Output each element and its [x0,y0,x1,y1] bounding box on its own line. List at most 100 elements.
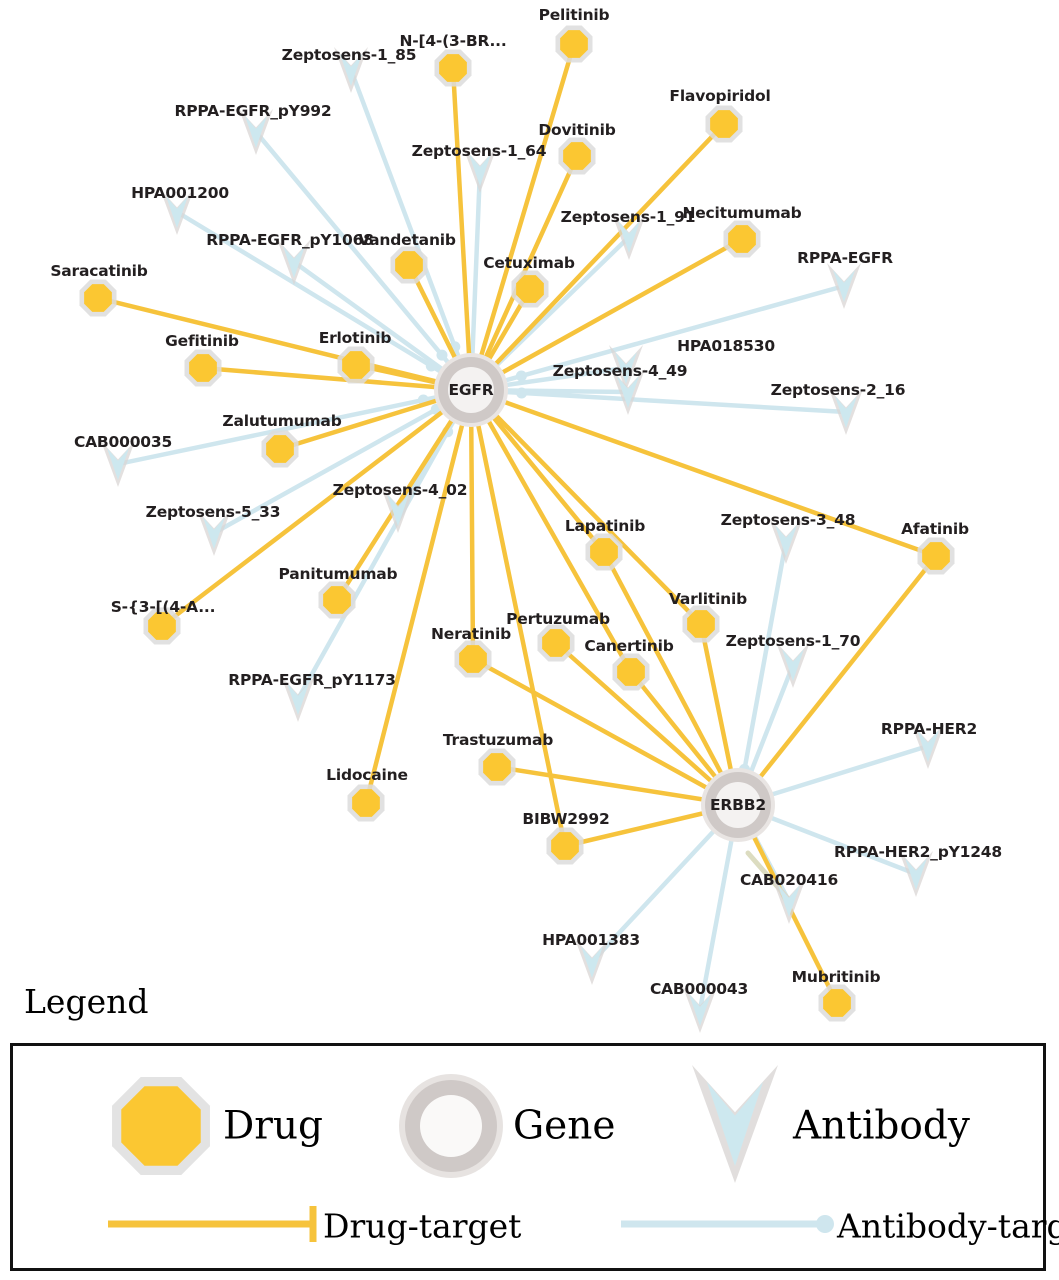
network-graph-canvas: Zeptosens-1_85 RPPA-EGFR_pY992 Zeptosens-1… [50,6,1002,1033]
drug-label: Pelitinib [538,6,610,24]
drug-label: Afatinib [901,520,969,538]
drug-label: N-[4-(3-BR... [399,32,507,50]
antibody-node[interactable] [775,525,797,557]
drug-node[interactable] [710,110,738,138]
antibody-node[interactable] [283,246,305,278]
edges-layer [95,41,939,1013]
antibody-nodes-layer [101,47,945,1033]
antibody-label: Zeptosens-5_33 [145,503,281,521]
drug-target-edge [468,387,476,662]
drug-node[interactable] [551,832,579,860]
antibody-node[interactable] [917,730,939,762]
drug-target-edge [468,387,939,559]
drug-target-edge [601,549,741,808]
drug-label: Canertinib [584,637,674,655]
drug-node[interactable] [84,284,112,312]
drug-label: Mubritinib [791,968,881,986]
antibody-node[interactable] [617,376,639,408]
antibody-node[interactable] [689,994,711,1026]
drug-target-edge [334,387,474,603]
gene-label-egfr: EGFR [448,381,494,399]
legend-title: Legend [24,982,149,1021]
drug-label: Dovitinib [538,121,616,139]
drug-node[interactable] [823,989,851,1017]
antibody-label: HPA018530 [677,337,775,355]
drug-label: Erlotinib [318,329,392,347]
antibody-node[interactable] [833,270,855,302]
antibody-node[interactable] [107,448,129,480]
antibody-node[interactable] [905,858,927,890]
antibody-node[interactable] [387,494,409,526]
drug-node[interactable] [560,30,588,58]
drug-node[interactable] [189,354,217,382]
drug-node[interactable] [617,658,645,686]
antibody-target-edge [468,283,847,393]
drug-node[interactable] [687,610,715,638]
drug-node[interactable] [352,789,380,817]
drug-label: Neratinib [431,625,511,643]
antibody-edge-endpoint [515,370,527,382]
drug-node[interactable] [395,251,423,279]
drug-node[interactable] [728,225,756,253]
antibody-target-edge [174,209,474,393]
legend-svg [108,1065,834,1242]
antibody-label: Zeptosens-1_85 [281,46,417,64]
drug-node[interactable] [148,612,176,640]
drug-node[interactable] [563,142,591,170]
legend-drug-target-label: Drug-target [323,1206,522,1246]
legend-drug-label: Drug [223,1103,323,1149]
drug-label: Saracatinib [50,262,148,280]
antibody-label: CAB000043 [649,980,749,998]
drug-node[interactable] [323,586,351,614]
drug-node[interactable] [459,645,487,673]
drug-label: Panitumumab [278,565,398,583]
drug-label: Necitumumab [682,204,802,222]
legend-antibody-label: Antibody [793,1103,970,1149]
antibody-node[interactable] [340,54,362,86]
drug-node[interactable] [516,275,544,303]
drug-node[interactable] [922,542,950,570]
drug-node[interactable] [542,629,570,657]
antibody-label: HPA001200 [131,184,229,202]
antibody-node[interactable] [835,396,857,428]
antibody-target-edge [253,129,474,393]
drug-target-edge [468,387,568,849]
antibody-node[interactable] [469,154,491,186]
drug-node[interactable] [342,351,370,379]
antibody-node[interactable] [287,683,309,715]
antibody-node[interactable] [778,885,800,917]
antibody-node[interactable] [166,196,188,228]
drug-target-edge [450,65,474,393]
antibody-target-edge [115,387,474,467]
antibody-target-edge [468,387,849,415]
antibody-label: Zeptosens-3_48 [720,511,856,529]
antibody-label: RPPA-EGFR [797,249,893,267]
antibody-label: RPPA-EGFR_pY1068 [206,231,374,249]
antibody-node[interactable] [782,649,804,681]
antibody-label: Zeptosens-1_64 [411,142,547,160]
drug-label: Cetuximab [483,254,575,272]
antibody-node[interactable] [615,352,637,384]
legend-drug-octagon [121,1086,201,1166]
antibody-node[interactable] [618,221,640,253]
antibody-label: RPPA-EGFR_pY1173 [228,671,396,689]
drug-target-edge [200,365,474,393]
drug-node[interactable] [483,753,511,781]
drug-node[interactable] [266,435,294,463]
drug-node[interactable] [590,538,618,566]
antibody-node[interactable] [203,517,225,549]
antibody-node[interactable] [581,946,603,978]
drug-target-edge [159,387,474,629]
antibody-node[interactable] [245,116,267,148]
antibody-label: Zeptosens-1_91 [560,208,696,226]
drug-node[interactable] [439,54,467,82]
drug-target-edge [735,553,939,808]
antibody-label: CAB000035 [73,433,173,451]
antibody-label: Zeptosens-4_02 [332,481,468,499]
legend-symbols [108,1065,834,1242]
drug-target-edge [494,764,741,808]
antibody-target-edge [295,387,474,702]
antibody-label: Zeptosens-2_16 [770,381,906,399]
antibody-target-edge [348,67,474,393]
antibody-target-edge [211,387,474,536]
